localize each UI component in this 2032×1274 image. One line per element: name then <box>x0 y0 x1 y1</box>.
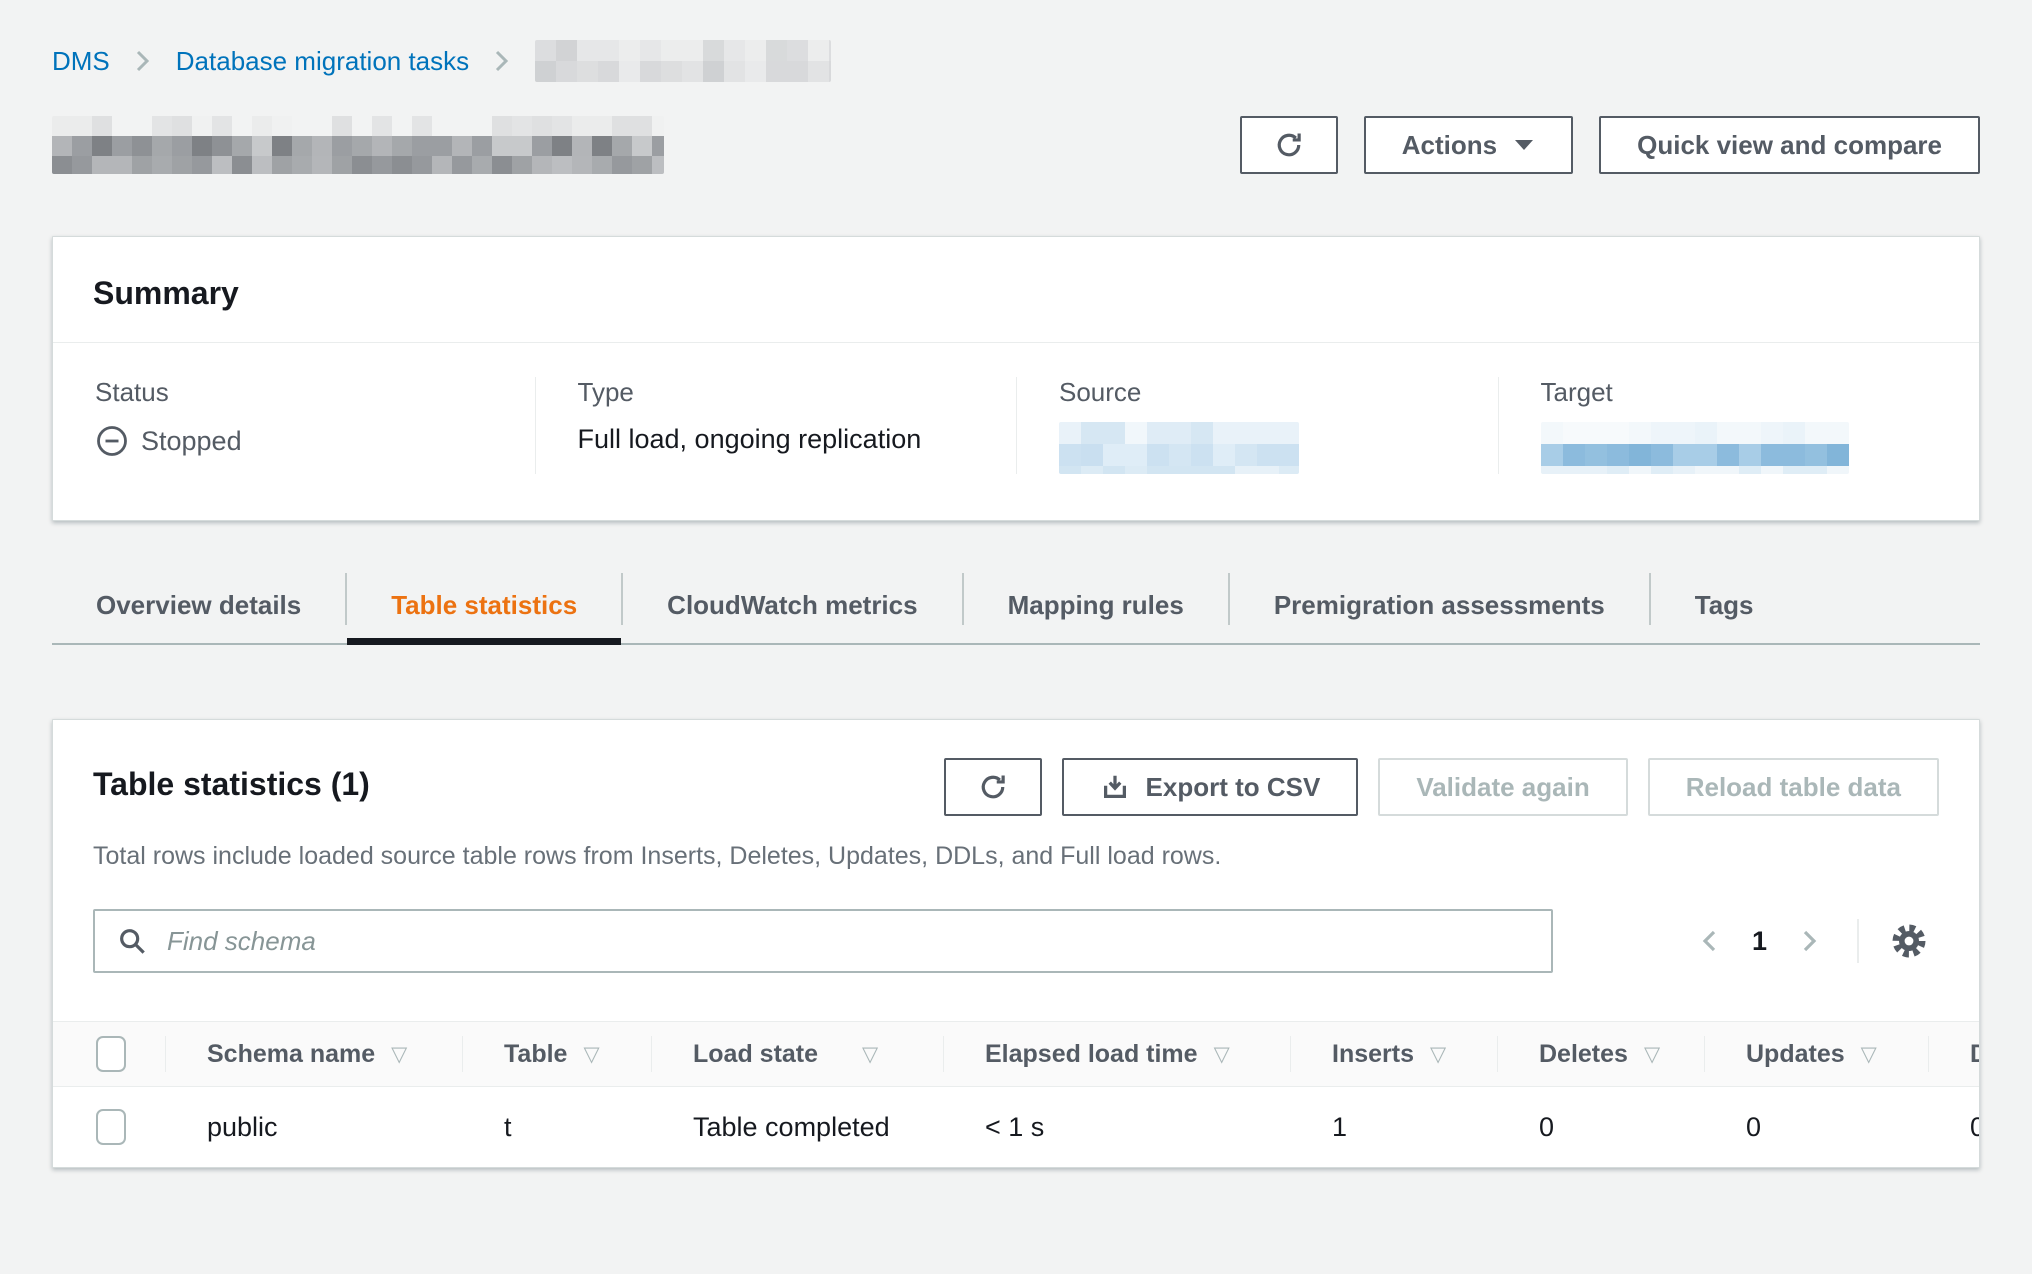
cell-ddls: 0 <box>1928 1087 1979 1167</box>
source-label: Source <box>1059 377 1142 407</box>
status-label: Status <box>95 377 169 407</box>
gear-icon[interactable] <box>1879 913 1939 969</box>
caret-down-icon <box>1513 138 1535 152</box>
sort-icon: ▽ <box>391 1042 408 1066</box>
download-icon <box>1100 772 1130 802</box>
tab-divider <box>961 573 964 625</box>
tab-premigration-assessments[interactable]: Premigration assessments <box>1273 589 1605 620</box>
sort-icon: ▽ <box>862 1042 879 1066</box>
table-statistics-table: Schema name ▽ Table ▽ Load state ▽ Elapsed … <box>53 1021 1979 1167</box>
reload-table-data-button[interactable]: Reload table data <box>1647 758 1939 816</box>
sort-icon: ▽ <box>1213 1042 1230 1066</box>
find-schema-input[interactable] <box>93 909 1553 973</box>
summary-status-field: Status Stopped <box>53 377 535 474</box>
refresh-button[interactable] <box>1239 116 1338 174</box>
tab-divider <box>621 573 624 625</box>
summary-title: Summary <box>93 275 239 311</box>
stopped-circle-minus-icon <box>95 424 129 458</box>
sort-icon: ▽ <box>1429 1042 1447 1066</box>
refresh-icon <box>1273 129 1305 161</box>
summary-card: Summary Status Stopped Type Full load, o… <box>52 236 1980 521</box>
tab-divider <box>1227 573 1230 625</box>
target-label: Target <box>1540 377 1613 407</box>
select-all-checkbox[interactable] <box>96 1036 126 1072</box>
validate-again-button[interactable]: Validate again <box>1378 758 1628 816</box>
tab-divider <box>345 573 348 625</box>
table-refresh-button[interactable] <box>943 758 1042 816</box>
table-statistics-title: Table statistics (1) <box>93 766 370 802</box>
redacted-breadcrumb-task-name <box>535 40 832 82</box>
refresh-icon <box>977 771 1009 803</box>
column-header-schema-name[interactable]: Schema name ▽ <box>165 1022 462 1086</box>
sort-icon: ▽ <box>1643 1042 1661 1066</box>
actions-button[interactable]: Actions <box>1363 116 1574 174</box>
column-header-deletes[interactable]: Deletes ▽ <box>1497 1022 1704 1086</box>
tab-table-statistics[interactable]: Table statistics <box>347 567 622 645</box>
current-page-number[interactable]: 1 <box>1751 925 1767 956</box>
tab-overview-details[interactable]: Overview details <box>96 589 302 620</box>
tab-divider <box>1648 573 1651 625</box>
cell-table: t <box>504 1111 512 1142</box>
breadcrumb-migration-tasks-link[interactable]: Database migration tasks <box>175 45 470 76</box>
pagination: 1 <box>1682 913 1939 969</box>
cell-elapsed-load-time: < 1 s <box>985 1111 1045 1142</box>
table-statistics-card: Table statistics (1) Export to CSV <box>52 719 1980 1168</box>
type-label: Type <box>577 377 634 407</box>
previous-page-button[interactable] <box>1682 913 1738 969</box>
pagination-divider <box>1857 919 1859 963</box>
next-page-button[interactable] <box>1781 913 1837 969</box>
cell-updates: 0 <box>1746 1111 1762 1142</box>
breadcrumb: DMS Database migration tasks <box>52 40 1980 82</box>
tab-cloudwatch-metrics[interactable]: CloudWatch metrics <box>667 589 918 620</box>
search-icon <box>117 926 149 963</box>
export-to-csv-button[interactable]: Export to CSV <box>1061 758 1359 816</box>
cell-schema-name: public <box>207 1111 278 1142</box>
summary-type-field: Type Full load, ongoing replication <box>534 377 1017 474</box>
table-header-row: Schema name ▽ Table ▽ Load state ▽ Elapsed … <box>53 1021 1979 1087</box>
row-checkbox-cell <box>53 1087 165 1167</box>
table-row: public t Table completed < 1 s 1 0 0 0 <box>53 1087 1979 1167</box>
column-header-updates[interactable]: Updates ▽ <box>1704 1022 1928 1086</box>
tab-tags[interactable]: Tags <box>1694 589 1754 620</box>
chevron-right-icon <box>491 46 513 76</box>
column-header-elapsed-load-time[interactable]: Elapsed load time ▽ <box>943 1022 1290 1086</box>
table-statistics-description: Total rows include loaded source table r… <box>93 842 1222 870</box>
sort-icon: ▽ <box>1860 1042 1877 1066</box>
redacted-target-endpoint <box>1540 422 1849 474</box>
cell-load-state: Table completed <box>693 1111 890 1142</box>
chevron-right-icon <box>132 46 154 76</box>
column-header-ddls-clipped[interactable]: D <box>1928 1022 1979 1086</box>
cell-inserts: 1 <box>1332 1111 1348 1142</box>
summary-target-field: Target <box>1497 377 1980 474</box>
redacted-page-title <box>52 116 664 174</box>
select-all-checkbox-cell <box>53 1022 165 1086</box>
status-value: Stopped <box>95 424 505 458</box>
tab-mapping-rules[interactable]: Mapping rules <box>1007 589 1184 620</box>
redacted-source-endpoint <box>1059 422 1299 474</box>
type-value: Full load, ongoing replication <box>577 424 922 454</box>
summary-source-field: Source <box>1016 377 1498 474</box>
column-header-load-state[interactable]: Load state ▽ <box>651 1022 943 1086</box>
breadcrumb-dms-link[interactable]: DMS <box>52 45 110 76</box>
column-header-inserts[interactable]: Inserts ▽ <box>1290 1022 1497 1086</box>
column-header-table[interactable]: Table ▽ <box>462 1022 651 1086</box>
sort-icon: ▽ <box>583 1042 600 1066</box>
tab-bar: Overview details Table statistics CloudW… <box>52 567 1980 645</box>
row-checkbox[interactable] <box>96 1109 126 1145</box>
quick-view-compare-button[interactable]: Quick view and compare <box>1599 116 1980 174</box>
cell-deletes: 0 <box>1539 1111 1555 1142</box>
